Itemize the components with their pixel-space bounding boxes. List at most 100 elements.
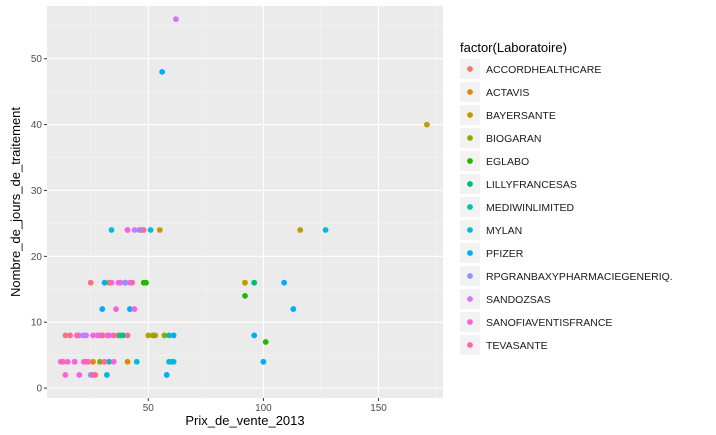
data-point (99, 306, 106, 312)
legend-marker (467, 204, 473, 210)
data-point (97, 358, 103, 365)
grid-minor (47, 6, 443, 398)
data-point (166, 332, 172, 339)
data-point (90, 332, 96, 339)
data-point (108, 227, 115, 233)
data-point (131, 227, 138, 233)
data-point (251, 279, 258, 286)
data-point (74, 332, 80, 339)
grid-major (47, 6, 443, 398)
data-point (101, 358, 108, 365)
legend-label: BAYERSANTE (486, 110, 556, 122)
data-point (156, 227, 163, 233)
x-tick-label: 50 (143, 403, 155, 414)
legend-label: BIOGARAN (486, 133, 541, 145)
data-point (106, 358, 113, 365)
data-point (62, 372, 69, 378)
data-point (60, 358, 67, 365)
data-point (281, 279, 288, 286)
data-point (166, 358, 172, 365)
data-point (242, 292, 248, 299)
legend-items: ACCORDHEALTHCARE ACTAVIS BAYERSANTE BIOGARA… (460, 59, 673, 355)
data-point (322, 227, 329, 233)
x-axis-title: Prix_de_vente_2013 (185, 413, 304, 428)
data-point (115, 279, 122, 286)
data-point (126, 306, 133, 312)
y-tick-label: 30 (31, 186, 43, 197)
data-point (103, 372, 110, 378)
data-point (140, 279, 147, 286)
legend-label: EGLABO (486, 156, 529, 168)
data-point (140, 227, 147, 233)
data-point (71, 358, 78, 365)
data-point (170, 332, 177, 339)
data-point (83, 358, 90, 365)
data-point (170, 358, 177, 365)
data-point (150, 332, 156, 339)
legend-label: ACTAVIS (486, 87, 529, 99)
data-points (57, 16, 430, 378)
data-point (136, 227, 142, 233)
x-axis-ticks: 50 100 150 (143, 398, 387, 414)
data-point (129, 279, 136, 286)
y-tick-label: 20 (31, 252, 43, 263)
y-tick-label: 10 (31, 318, 43, 329)
data-point (159, 68, 166, 75)
legend-title: factor(Laboratoire) (460, 40, 567, 55)
panel-background (47, 6, 443, 398)
legend-marker (467, 181, 473, 187)
data-point (290, 306, 297, 312)
data-point (87, 279, 94, 286)
legend-marker (467, 273, 473, 279)
data-point (117, 332, 124, 339)
data-point (110, 358, 117, 365)
data-point (83, 332, 90, 339)
y-tick-label: 50 (31, 54, 43, 65)
legend-marker (467, 342, 473, 348)
data-point (110, 332, 117, 339)
legend-label: SANDOZSAS (486, 294, 551, 306)
data-point (423, 121, 430, 128)
legend: factor(Laboratoire) ACCORDHEALTHCARE ACTA… (460, 40, 673, 355)
data-point (113, 306, 119, 312)
legend-marker (467, 227, 473, 233)
data-point (106, 332, 113, 339)
data-point (124, 332, 131, 339)
data-point (173, 16, 179, 23)
data-point (64, 358, 71, 365)
data-point (297, 227, 304, 233)
legend-marker (467, 112, 473, 118)
y-axis-ticks: 0 10 20 30 40 50 (31, 54, 47, 395)
legend-marker (467, 250, 473, 256)
data-point (122, 279, 129, 286)
legend-label: SANOFIAVENTISFRANCE (486, 317, 612, 329)
data-point (76, 372, 83, 378)
x-tick-label: 100 (255, 403, 272, 414)
legend-label: MYLAN (486, 225, 522, 237)
legend-marker (467, 296, 473, 302)
data-point (260, 358, 267, 365)
legend-marker (467, 66, 473, 72)
y-tick-label: 0 (36, 384, 42, 395)
data-point (161, 332, 168, 339)
legend-label: PFIZER (486, 248, 524, 260)
legend-label: LILLYFRANCESAS (486, 179, 577, 191)
legend-marker (467, 135, 473, 141)
data-point (62, 332, 69, 339)
y-axis-title: Nombre_de_jours_de_traitement (8, 107, 23, 297)
data-point (147, 227, 154, 233)
legend-label: MEDIWINLIMITED (486, 202, 574, 214)
data-point (251, 332, 258, 339)
data-point (124, 358, 131, 365)
legend-label: TEVASANTE (486, 340, 548, 352)
data-point (101, 279, 108, 286)
legend-marker (467, 158, 473, 164)
data-point (124, 227, 131, 233)
data-point (242, 279, 248, 286)
data-point (131, 306, 138, 312)
data-point (90, 358, 96, 365)
data-point (90, 372, 96, 378)
x-tick-label: 150 (370, 403, 387, 414)
legend-label: ACCORDHEALTHCARE (486, 64, 601, 76)
